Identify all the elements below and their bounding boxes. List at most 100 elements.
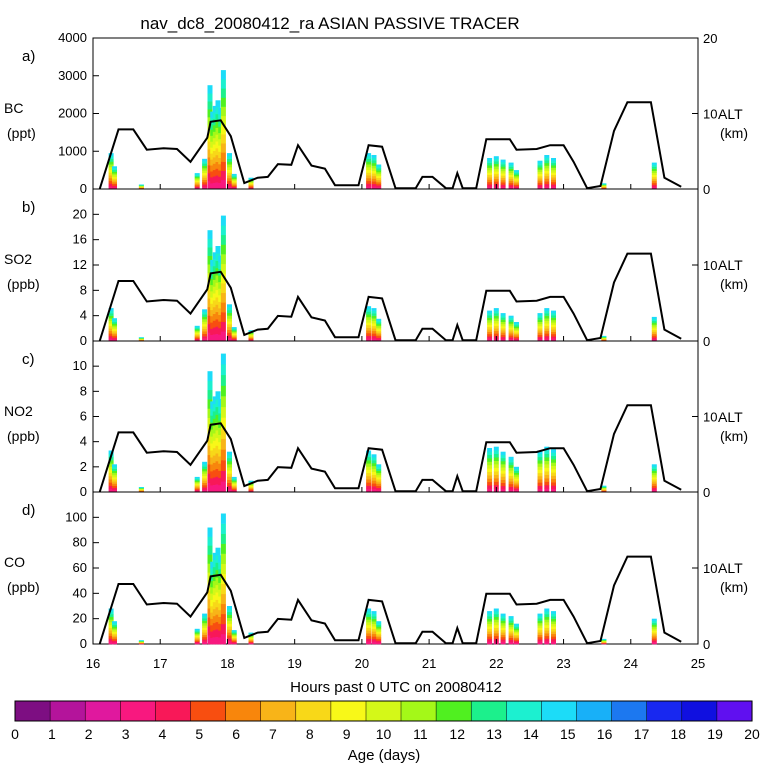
bar-segment [371,160,377,164]
bar-segment [544,155,550,158]
bar-segment [227,318,232,322]
bar-segment [651,468,657,471]
bar-segment [651,475,657,478]
bar-segment [138,184,144,186]
bar-segment [544,624,550,628]
bar-segment [544,186,550,190]
bar-segment [202,627,208,631]
y-tick-label: 4 [80,434,87,449]
bar-segment [112,472,117,476]
bar-segment [551,320,556,323]
bar-segment [601,337,607,338]
bar-segment [537,625,543,628]
bar-segment [248,186,254,188]
bar-segment [218,470,224,478]
bar-segment [108,320,114,324]
bar-segment [220,396,226,408]
bar-segment [651,464,657,467]
bar-segment [220,97,226,107]
bar-segment [220,331,226,342]
bar-segment [371,328,377,332]
bar-segment [210,587,216,594]
bar-segment [227,161,232,165]
bar [493,608,499,645]
bar-segment [220,593,226,605]
bar-segment [210,561,216,569]
bar-segment [218,555,224,563]
bar-segment [194,329,200,331]
bar-segment [500,334,506,337]
bar-segment [212,440,218,449]
bar-segment [514,472,519,475]
bar-segment [371,611,377,614]
bar-segment [508,633,514,636]
bar-segment [500,641,506,645]
bar-segment [112,623,117,626]
bar-segment [220,481,226,493]
bar-segment [544,633,550,637]
bar-segment [215,636,221,645]
bar-segment [194,630,200,632]
bar-segment [212,306,218,314]
bar-segment [218,314,224,322]
bar-segment [212,418,218,427]
bar-segment [551,167,556,171]
bar-segment [215,577,221,586]
bar-segment [514,333,519,336]
bar-segment [215,175,221,183]
bar-segment [493,156,499,159]
bar-segment [218,107,224,115]
bar-segment [537,623,543,626]
bar-segment [210,291,216,298]
bar-segment [112,479,117,482]
bar-segment [537,334,543,337]
colorbar-swatch [225,700,262,722]
bar [231,327,237,342]
bar-segment [544,471,550,475]
bar-segment [544,313,550,316]
bar-segment [544,323,550,327]
bar-segment [551,181,556,185]
bar-segment [212,293,218,301]
bar [194,476,200,493]
bar-segment [194,181,200,184]
bar-segment [537,472,543,477]
bar-segment [514,187,519,190]
bar-segment [212,105,218,113]
bar-segment [108,325,114,329]
bar-segment [371,157,377,161]
bar-segment [210,618,216,626]
bar-segment [194,480,200,482]
bar-segment [108,488,114,493]
bar-segment [215,182,221,190]
bar-segment [202,480,208,483]
bar-segment [493,176,499,180]
bar-segment [112,182,117,184]
bar-segment [202,314,208,317]
bar-segment [651,479,657,482]
bar-segment [508,470,514,474]
bar-segment [194,335,200,337]
bar-segment [551,485,556,489]
bar-segment [231,179,237,182]
bar [138,487,144,493]
bar-segment [210,436,216,444]
bar-segment [537,463,543,467]
bar-segment [210,322,216,329]
bar-segment [220,106,226,117]
bar-segment [138,185,144,186]
bar-segment [112,185,117,188]
bar-segment [248,484,254,486]
bar-segment [551,462,556,466]
bar-segment [231,333,237,335]
bar-segment [601,187,607,188]
bar-segment [231,327,237,329]
bar-segment [508,164,514,167]
bar [220,70,226,190]
bar-segment [514,332,519,334]
bar-segment [227,155,232,159]
bar-segment [212,279,218,287]
bar-segment [212,252,218,260]
bar-segment [601,186,607,188]
bar-segment [248,177,254,179]
